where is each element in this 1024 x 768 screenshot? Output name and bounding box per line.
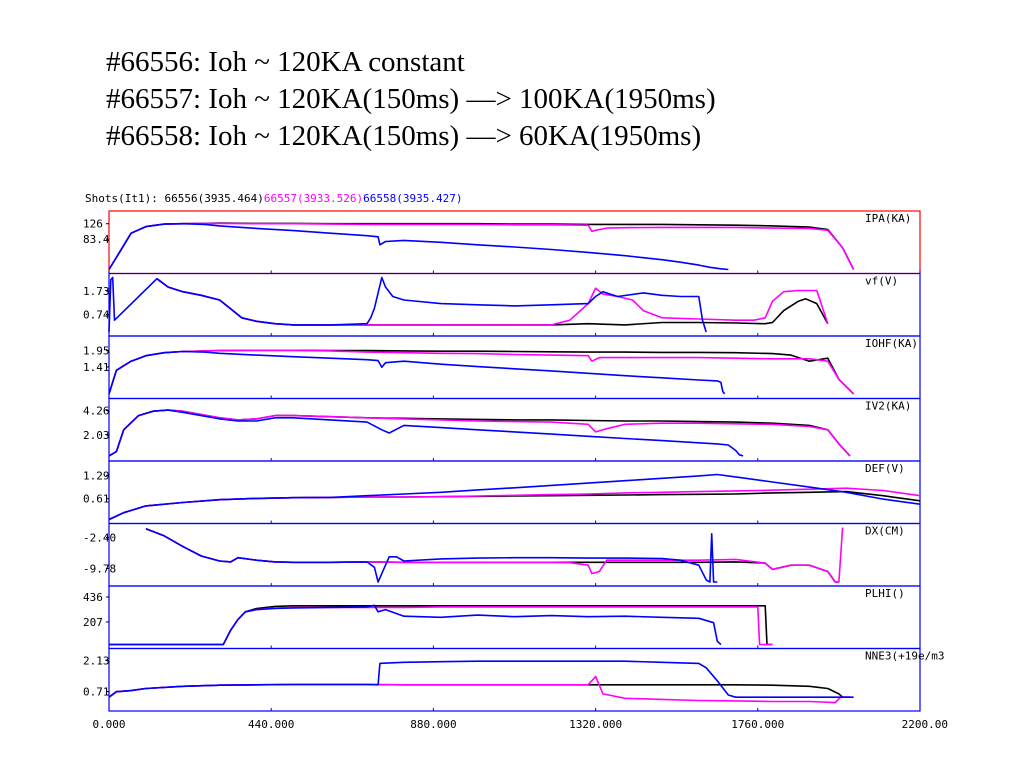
panel-7-series-66558 bbox=[109, 604, 722, 646]
panel-4-series-66557 bbox=[108, 409, 851, 457]
panel-6-series-66557 bbox=[145, 527, 844, 583]
chart-header: #66556: Ioh ~ 120KA constant #66557: Ioh… bbox=[106, 44, 716, 155]
x-tick-label: 0.000 bbox=[92, 718, 125, 731]
panel-3-series-66558 bbox=[108, 350, 726, 395]
shot-label-66556: 66556(3935.464) bbox=[164, 192, 264, 205]
panel-1-ytick-label: 83.4 bbox=[83, 233, 110, 246]
panel-frame-1 bbox=[108, 210, 921, 275]
panel-2-series-66557 bbox=[156, 278, 829, 326]
panel-3-ytick-label: 1.95 bbox=[83, 345, 110, 358]
x-tick-label: 880.000 bbox=[410, 718, 456, 731]
panel-3-series-66557 bbox=[108, 349, 855, 395]
panel-label-6: DX(CM) bbox=[865, 525, 905, 538]
panel-frame-6 bbox=[108, 522, 921, 587]
panel-frame-8 bbox=[108, 647, 921, 712]
x-tick-label: 2200.00 bbox=[902, 718, 948, 731]
panel-label-5: DEF(V) bbox=[865, 462, 905, 475]
panel-label-3: IOHF(KA) bbox=[865, 337, 918, 350]
panel-label-4: IV2(KA) bbox=[865, 400, 911, 413]
panel-2-ytick-label: 0.74 bbox=[83, 308, 110, 321]
shots-legend: Shots(It1): 66556(3935.464)66557(3933.52… bbox=[85, 192, 463, 205]
panel-label-1: IPA(KA) bbox=[865, 212, 911, 225]
panel-1-series-66557 bbox=[108, 222, 855, 270]
header-line-1: #66556: Ioh ~ 120KA constant bbox=[106, 46, 465, 78]
panel-7-series-66557 bbox=[109, 606, 773, 646]
panel-8-series-66556 bbox=[108, 683, 850, 699]
panel-8-series-66557 bbox=[108, 675, 850, 704]
panel-2-series-66558 bbox=[108, 276, 707, 333]
panel-label-2: vf(V) bbox=[865, 275, 898, 288]
panel-4-series-66556 bbox=[108, 409, 851, 457]
panel-3-series-66556 bbox=[108, 349, 855, 395]
panel-7-ytick-label: 207 bbox=[83, 616, 103, 629]
panel-2-ytick-label: 1.73 bbox=[83, 285, 110, 298]
panel-7-series-66556 bbox=[109, 604, 773, 646]
panel-frame-3 bbox=[108, 335, 921, 400]
panel-frame-2 bbox=[108, 272, 921, 337]
panel-label-8: NNE3(+19e/m3 bbox=[865, 650, 944, 663]
panel-5-ytick-label: 0.61 bbox=[83, 493, 110, 506]
panel-3-ytick-label: 1.41 bbox=[83, 361, 110, 374]
panel-6-ytick-label: -2.40 bbox=[83, 532, 116, 545]
panel-1-series-66558 bbox=[108, 222, 729, 271]
panel-2-series-66556 bbox=[156, 278, 829, 326]
panel-6-ytick-label: -9.78 bbox=[83, 563, 116, 576]
panel-1-series-66556 bbox=[108, 222, 855, 270]
panel-4-series-66558 bbox=[108, 409, 744, 457]
shots-prefix: Shots(It1): bbox=[85, 192, 165, 205]
shot-label-66557: 66557(3933.526) bbox=[263, 192, 364, 205]
panel-4-ytick-label: 2.03 bbox=[83, 429, 110, 442]
x-tick-label: 440.000 bbox=[248, 718, 294, 731]
shot-label-66558: 66558(3935.427) bbox=[363, 192, 463, 205]
panel-6-series-66558 bbox=[145, 528, 718, 583]
panel-6-series-66556 bbox=[145, 528, 839, 583]
panel-8-series-66558 bbox=[108, 660, 854, 699]
panel-5-ytick-label: 1.29 bbox=[83, 470, 110, 483]
panel-8-ytick-label: 2.13 bbox=[83, 655, 110, 668]
panel-1-ytick-label: 126 bbox=[83, 218, 103, 231]
header-line-2: #66557: Ioh ~ 120KA(150ms) —> 100KA(1950… bbox=[106, 83, 716, 115]
panel-5-series-66558 bbox=[108, 473, 921, 521]
panel-4-ytick-label: 4.26 bbox=[83, 405, 110, 418]
header-line-3: #66558: Ioh ~ 120KA(150ms) —> 60KA(1950m… bbox=[106, 120, 702, 152]
panel-label-7: PLHI() bbox=[865, 587, 905, 600]
panel-frame-4 bbox=[108, 397, 921, 462]
x-tick-label: 1320.000 bbox=[569, 718, 622, 731]
panel-7-ytick-label: 436 bbox=[83, 591, 103, 604]
x-tick-label: 1760.000 bbox=[731, 718, 784, 731]
panel-8-ytick-label: 0.71 bbox=[83, 686, 110, 699]
